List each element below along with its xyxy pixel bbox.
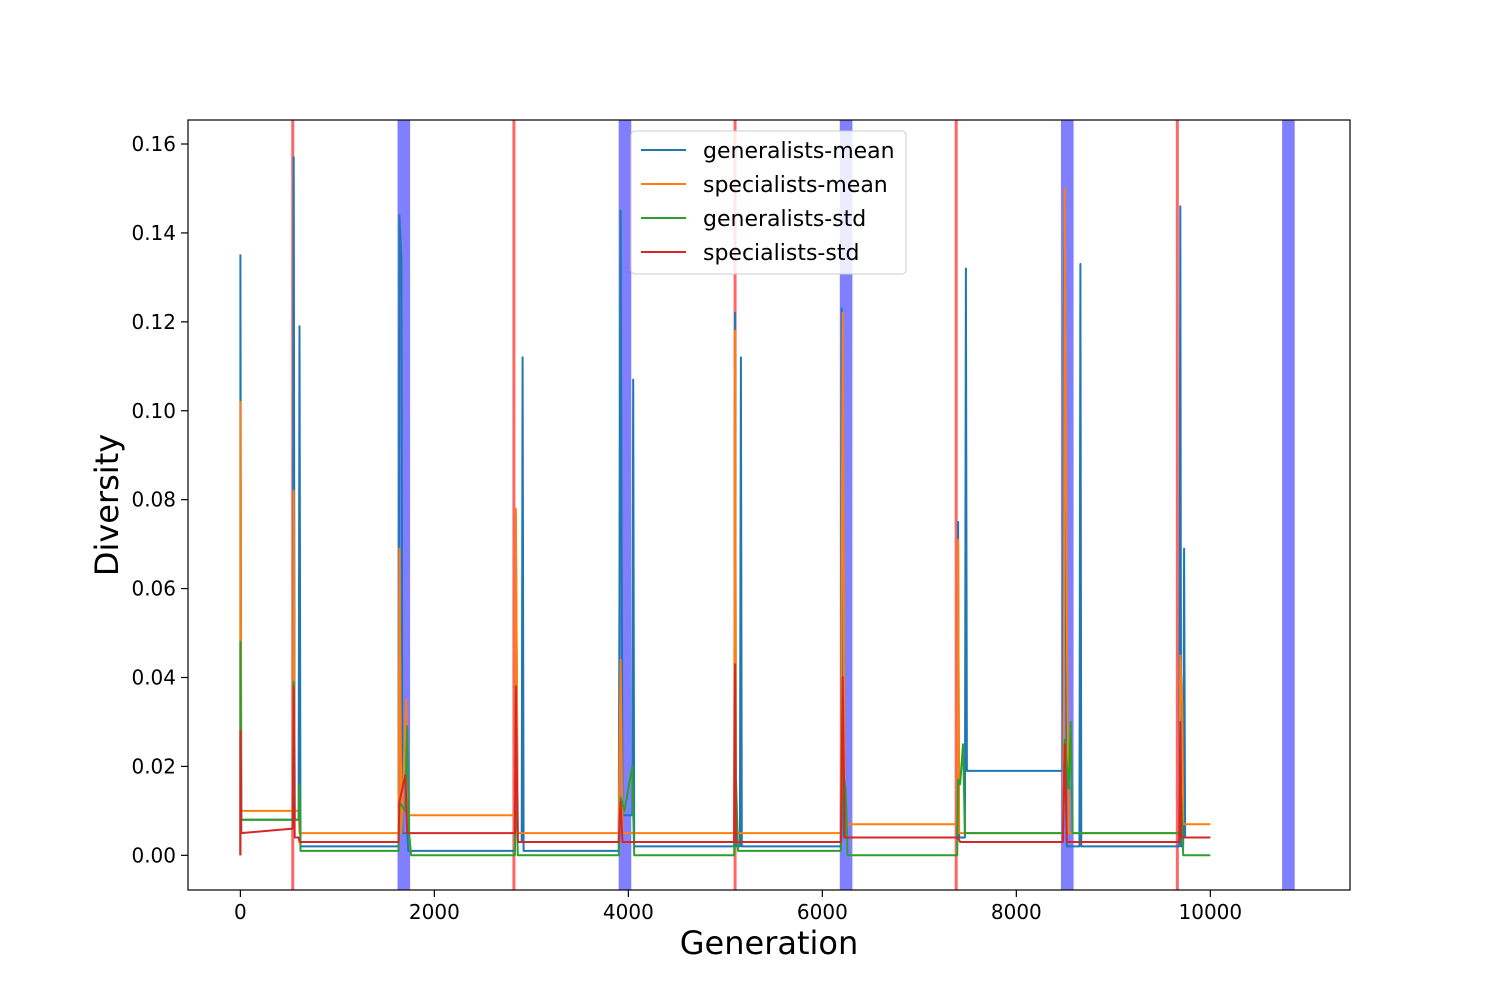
y-tick-label: 0.14 (131, 221, 176, 245)
series-line-specialists-std (239, 663, 1211, 856)
y-tick-label: 0.10 (131, 399, 176, 423)
x-tick-label: 2000 (409, 900, 460, 924)
x-tick-label: 4000 (603, 900, 654, 924)
x-axis-title: Generation (680, 924, 859, 962)
y-tick-label: 0.04 (131, 665, 176, 689)
x-tick-label: 0 (234, 900, 247, 924)
legend-label-specialists-std: specialists-std (703, 241, 859, 266)
legend: generalists-mean specialists-mean generali… (630, 130, 907, 275)
legend-label-generalists-mean: generalists-mean (703, 139, 895, 164)
y-tick-label: 0.06 (131, 577, 176, 601)
vertical-band (1282, 120, 1295, 890)
plot-frame (187, 119, 1351, 891)
y-tick-label: 0.12 (131, 310, 176, 334)
y-axis-ticks: 0.00 0.02 0.04 0.06 0.08 0.10 0.12 0.14 0.16 (131, 132, 188, 867)
x-tick-label: 8000 (991, 900, 1042, 924)
y-axis-title: Diversity (88, 434, 126, 576)
x-axis-ticks: 0 2000 4000 6000 8000 10000 (234, 890, 1242, 924)
series-lines (239, 156, 1211, 857)
x-tick-label: 6000 (797, 900, 848, 924)
y-tick-label: 0.16 (131, 132, 176, 156)
legend-label-specialists-mean: specialists-mean (703, 173, 888, 198)
y-tick-label: 0.08 (131, 488, 176, 512)
legend-box (630, 130, 907, 275)
y-tick-label: 0.00 (131, 843, 176, 867)
legend-label-generalists-std: generalists-std (703, 207, 866, 232)
x-tick-label: 10000 (1179, 900, 1243, 924)
y-tick-label: 0.02 (131, 754, 176, 778)
